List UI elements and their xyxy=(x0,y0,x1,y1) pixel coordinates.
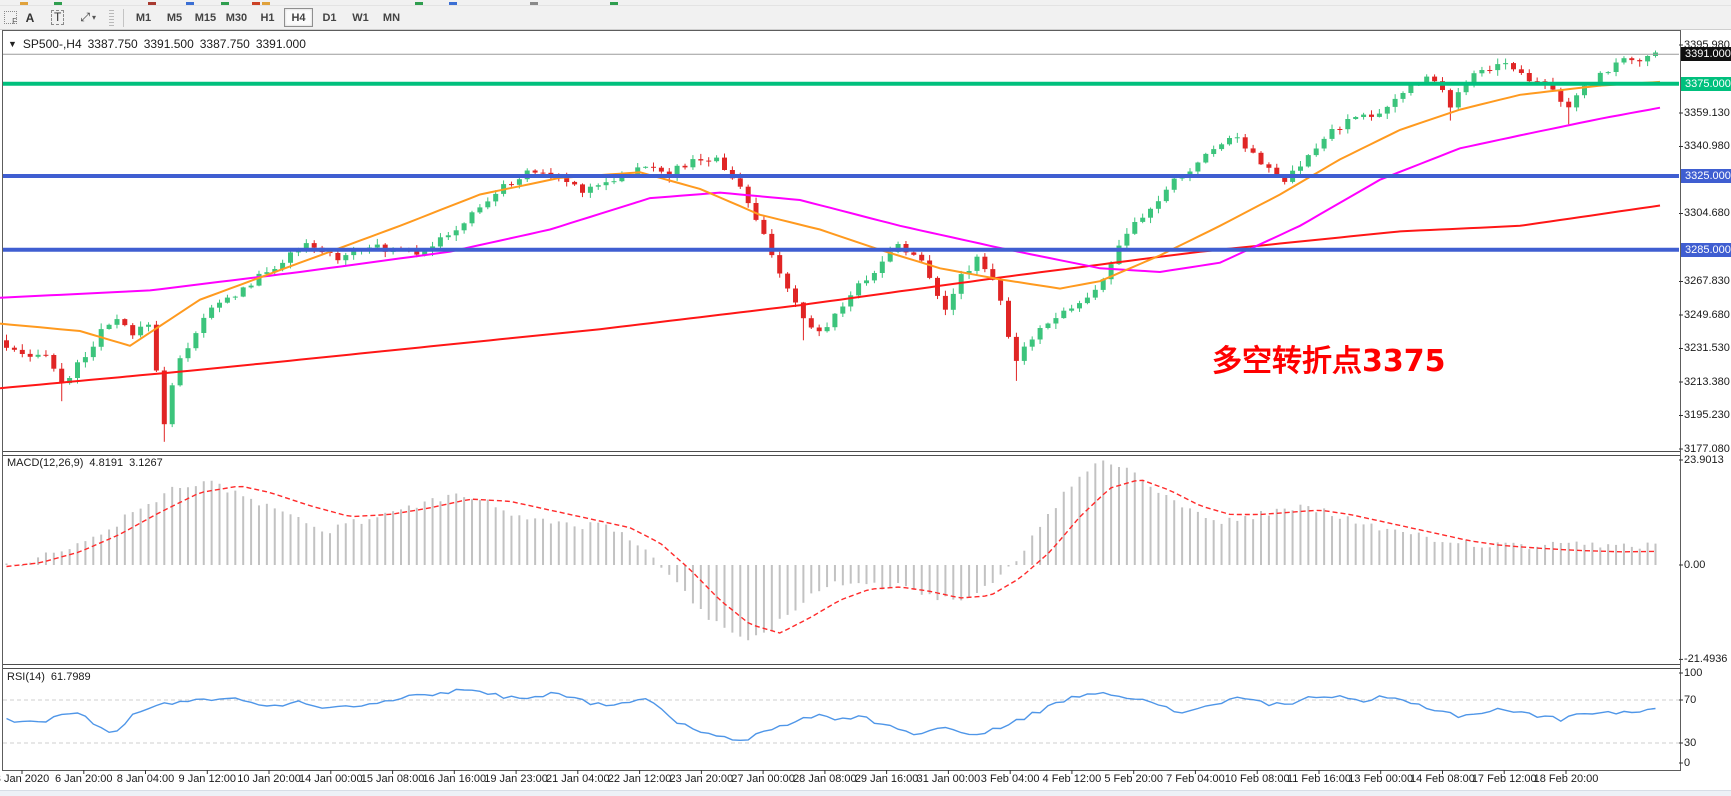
date-label: 8 Jan 04:00 xyxy=(116,773,175,785)
date-label: 18 Feb 20:00 xyxy=(1533,773,1599,785)
low-value: 3387.750 xyxy=(199,37,250,51)
price-line-badge: 3391.000 xyxy=(1681,47,1731,62)
chart-title: ▼ SP500-,H4 3387.750 3391.500 3387.750 3… xyxy=(8,37,306,51)
timeframe-d1-button[interactable]: D1 xyxy=(315,8,344,27)
text-box-tool-button[interactable]: T xyxy=(44,8,71,28)
panel-separator-rsi[interactable] xyxy=(3,664,1680,669)
rsi-tick-label: 30 xyxy=(1684,736,1697,749)
date-label: 19 Jan 23:00 xyxy=(484,773,548,785)
date-label: 7 Feb 04:00 xyxy=(1166,773,1225,785)
chart-text-annotation: 多空转折点3375 xyxy=(1212,344,1446,379)
price-tick-label: 3249.680 xyxy=(1684,308,1730,321)
price-tick-label: 3177.080 xyxy=(1684,442,1730,455)
close-value: 3391.000 xyxy=(255,37,306,51)
rsi-tick-label: 70 xyxy=(1684,693,1697,706)
timeframe-m30-button[interactable]: M30 xyxy=(222,8,251,27)
timeframe-m1-button[interactable]: M1 xyxy=(129,8,158,27)
macd-tick-label: 23.9013 xyxy=(1684,453,1724,466)
rsi-tick-label: 100 xyxy=(1684,666,1703,679)
price-tick-label: 3267.830 xyxy=(1684,275,1730,287)
date-label: 31 Jan 00:00 xyxy=(916,773,981,785)
date-label: 28 Jan 08:00 xyxy=(793,773,857,785)
text-label-tool-button[interactable]: A xyxy=(18,8,42,28)
clipped-toolbar-icon xyxy=(262,2,270,5)
high-value: 3391.500 xyxy=(143,37,194,51)
macd-name: MACD(12,26,9) xyxy=(7,457,84,469)
date-label: 3 Feb 04:00 xyxy=(980,773,1040,785)
chart-area[interactable] xyxy=(2,30,1681,771)
rsi-tick-label: 0 xyxy=(1684,756,1691,769)
toolbar-separator xyxy=(122,8,124,27)
chevron-down-icon: ▾ xyxy=(91,13,96,22)
timeframe-h4-button[interactable]: H4 xyxy=(283,8,313,28)
anchor-grid-icon[interactable]: F xyxy=(4,11,17,26)
date-label: 29 Jan 16:00 xyxy=(854,773,919,785)
date-label: 14 Feb 08:00 xyxy=(1410,773,1475,785)
date-label: 21 Jan 04:00 xyxy=(546,773,610,785)
clipped-toolbar-icon xyxy=(54,2,62,5)
date-label: 27 Jan 00:00 xyxy=(731,773,795,785)
clipped-toolbar-icon xyxy=(221,2,229,5)
macd-tick-label: -21.4936 xyxy=(1684,652,1728,665)
open-value: 3387.750 xyxy=(87,37,138,51)
panel-separator-macd[interactable] xyxy=(3,451,1680,456)
timeframe-w1-button[interactable]: W1 xyxy=(346,8,375,27)
clipped-toolbar-icon xyxy=(449,2,457,5)
price-tick-label: 3359.130 xyxy=(1684,106,1730,119)
arrange-arrows-tool-button[interactable]: ⤢ ▾ xyxy=(73,8,103,28)
date-label: 11 Feb 16:00 xyxy=(1286,773,1351,785)
price-tick-label: 3231.530 xyxy=(1684,342,1730,354)
date-label: 3 Jan 2020 xyxy=(0,773,50,785)
upper-toolbar-clipped xyxy=(0,0,1731,6)
price-line-badge: 3285.000 xyxy=(1681,242,1731,257)
date-label: 15 Jan 08:00 xyxy=(360,773,425,785)
rsi-value: 61.7989 xyxy=(50,671,91,683)
clipped-toolbar-icon xyxy=(415,2,423,5)
clipped-toolbar-icon xyxy=(252,2,260,5)
status-strip xyxy=(0,790,1731,796)
date-label: 10 Feb 08:00 xyxy=(1224,773,1290,785)
rsi-label: RSI(14) 61.7989 xyxy=(7,671,91,683)
timeframe-group: M1 M5 M15 M30 H1 H4 D1 W1 MN xyxy=(128,8,407,28)
clipped-toolbar-icon xyxy=(186,2,194,5)
date-label: 22 Jan 12:00 xyxy=(607,773,672,785)
price-tick-label: 3304.680 xyxy=(1684,207,1730,219)
chart-dropdown-icon[interactable]: ▼ xyxy=(8,39,17,49)
clipped-toolbar-icon xyxy=(20,2,28,5)
rsi-name: RSI(14) xyxy=(7,671,45,683)
date-label: 9 Jan 12:00 xyxy=(178,773,237,785)
price-tick-label: 3195.230 xyxy=(1684,409,1730,421)
toolbar: F A T ⤢ ▾ M1 M5 M15 M30 H1 H4 D1 W1 MN xyxy=(0,6,1731,30)
date-label: 10 Jan 20:00 xyxy=(237,773,301,785)
clipped-toolbar-icon xyxy=(610,2,618,5)
clipped-toolbar-icon xyxy=(148,2,156,5)
macd-label: MACD(12,26,9) 4.8191 3.1267 xyxy=(7,457,163,469)
date-label: 6 Jan 20:00 xyxy=(55,773,113,785)
price-tick-label: 3213.380 xyxy=(1684,375,1730,388)
date-label: 4 Feb 12:00 xyxy=(1042,773,1102,785)
macd-tick-label: 0.00 xyxy=(1684,558,1706,571)
price-line-badge: 3325.000 xyxy=(1681,169,1731,183)
date-label: 14 Jan 00:00 xyxy=(298,773,363,785)
arrange-arrows-icon: ⤢ xyxy=(80,10,90,24)
symbol-period-label: SP500-,H4 xyxy=(22,37,82,51)
price-tick-label: 3340.980 xyxy=(1684,140,1730,152)
timeframe-h1-button[interactable]: H1 xyxy=(253,8,282,27)
timeframe-mn-button[interactable]: MN xyxy=(377,8,406,27)
date-label: 13 Feb 00:00 xyxy=(1348,773,1414,785)
clipped-toolbar-icon xyxy=(530,2,538,5)
toolbar-grip[interactable] xyxy=(108,9,114,26)
date-label: 16 Jan 16:00 xyxy=(422,773,487,785)
macd-main-value: 4.8191 xyxy=(89,457,124,469)
macd-signal-value: 3.1267 xyxy=(129,457,163,469)
timeframe-m15-button[interactable]: M15 xyxy=(191,8,220,27)
date-label: 23 Jan 20:00 xyxy=(669,773,734,785)
price-line-badge: 3375.000 xyxy=(1681,76,1731,91)
date-label: 17 Feb 12:00 xyxy=(1471,773,1537,785)
date-label: 5 Feb 20:00 xyxy=(1104,773,1164,785)
timeframe-m5-button[interactable]: M5 xyxy=(160,8,189,27)
